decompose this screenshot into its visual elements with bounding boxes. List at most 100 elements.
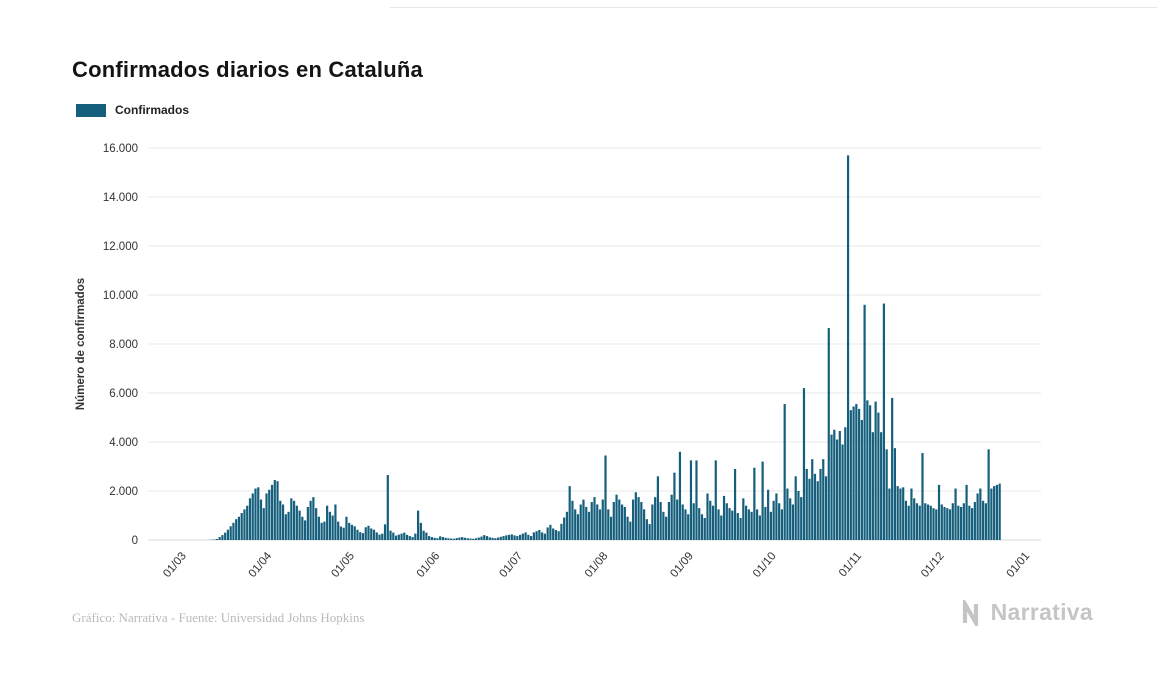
bar xyxy=(692,503,695,540)
bar xyxy=(943,506,946,540)
bar xyxy=(604,455,607,540)
bar xyxy=(273,479,276,540)
bar xyxy=(469,538,472,540)
bar xyxy=(822,459,825,540)
bar xyxy=(830,434,833,540)
bar xyxy=(334,504,337,540)
bar xyxy=(758,515,761,540)
bar xyxy=(587,511,591,540)
bar xyxy=(593,497,596,541)
bar xyxy=(926,504,930,540)
x-tick-label: 01/12 xyxy=(919,550,947,580)
bar xyxy=(400,533,403,540)
bar xyxy=(797,491,800,540)
bar xyxy=(596,504,599,540)
bar xyxy=(689,460,693,541)
bar xyxy=(637,497,640,541)
bar xyxy=(524,532,527,540)
bar xyxy=(913,498,916,540)
bar xyxy=(237,516,241,540)
bar xyxy=(918,505,921,540)
bar xyxy=(568,486,571,540)
bar xyxy=(665,516,668,540)
bar xyxy=(885,449,888,540)
bar xyxy=(866,400,869,540)
bar xyxy=(375,532,378,540)
bar xyxy=(226,529,230,540)
bar xyxy=(954,488,957,540)
bar xyxy=(494,538,497,540)
bar xyxy=(339,526,343,540)
x-tick-label: 01/09 xyxy=(668,550,696,580)
bar xyxy=(871,432,874,540)
bar xyxy=(287,511,290,540)
bar xyxy=(279,500,282,540)
bar xyxy=(744,505,748,540)
bar xyxy=(987,449,990,540)
bar xyxy=(281,504,285,540)
bar xyxy=(248,498,252,540)
bar xyxy=(626,516,629,540)
bar xyxy=(982,500,985,540)
bar xyxy=(359,532,362,540)
x-tick-label: 01/11 xyxy=(837,550,864,579)
bar xyxy=(946,508,949,540)
bar xyxy=(995,484,998,541)
bar xyxy=(684,509,687,541)
bar xyxy=(585,506,588,540)
bar xyxy=(414,533,417,540)
narrativa-n-icon xyxy=(962,599,978,626)
bar xyxy=(309,500,312,540)
bar xyxy=(620,504,624,540)
bar xyxy=(904,500,908,540)
bar xyxy=(350,524,354,540)
bar xyxy=(259,499,263,540)
bar xyxy=(232,522,235,540)
bar xyxy=(976,493,979,540)
bar xyxy=(990,488,993,540)
bar xyxy=(576,514,580,540)
bar xyxy=(598,509,602,541)
x-tick-label: 01/01 xyxy=(1005,550,1033,580)
bar xyxy=(662,511,665,540)
bar xyxy=(618,499,621,540)
bar xyxy=(857,408,861,540)
bar xyxy=(979,488,982,540)
bar xyxy=(491,537,494,540)
bar xyxy=(844,427,847,540)
bar xyxy=(315,508,318,540)
bar xyxy=(855,404,858,540)
bar xyxy=(968,505,971,540)
bar xyxy=(546,527,549,540)
bar xyxy=(229,526,232,540)
bar xyxy=(532,532,535,540)
bar xyxy=(714,460,717,541)
bar xyxy=(485,536,489,540)
bar xyxy=(243,509,246,541)
bar xyxy=(813,473,817,540)
bar xyxy=(700,514,704,540)
bar xyxy=(560,523,563,540)
bar xyxy=(849,410,852,540)
bar xyxy=(246,505,249,540)
bar xyxy=(510,534,513,540)
bar xyxy=(648,524,651,540)
bar xyxy=(326,505,329,540)
bar xyxy=(948,509,952,541)
bar xyxy=(224,532,227,540)
bar xyxy=(673,472,676,541)
bar xyxy=(312,497,315,541)
bar xyxy=(816,481,819,540)
bar xyxy=(361,533,365,540)
y-axis-title: Número de confirmados xyxy=(75,278,87,410)
bar xyxy=(634,492,637,540)
bar xyxy=(808,478,811,540)
bar xyxy=(530,536,533,540)
bar xyxy=(959,506,963,540)
bar xyxy=(240,513,243,540)
legend-label: Confirmados xyxy=(115,103,190,117)
bar xyxy=(353,526,356,540)
bar xyxy=(284,514,287,540)
window-top-border xyxy=(390,7,1157,8)
bar xyxy=(753,467,756,540)
